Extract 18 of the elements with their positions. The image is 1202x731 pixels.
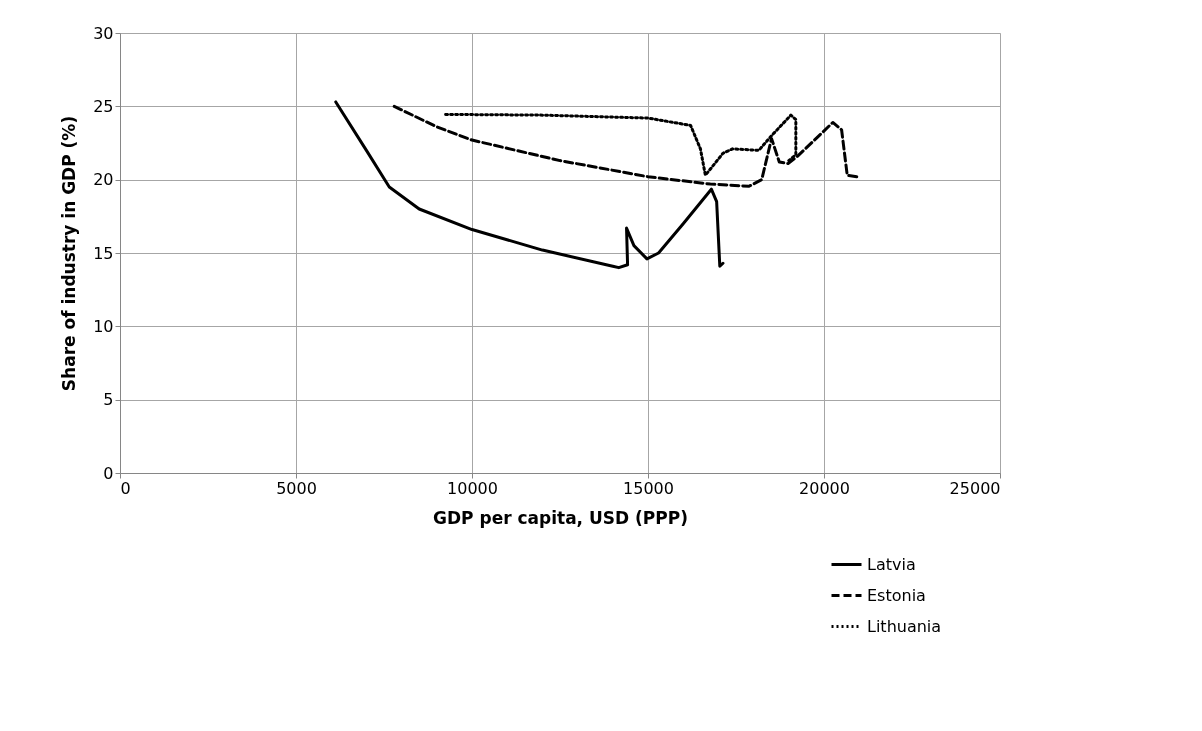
x-tick-label: 15000 (623, 478, 674, 498)
y-axis-title: Share of industry in GDP (%) (59, 115, 80, 392)
y-tick-label: 15 (93, 243, 114, 263)
x-tick-label: 5000 (276, 478, 317, 498)
legend-label: Estonia (867, 585, 926, 605)
x-axis-title: GDP per capita, USD (PPP) (433, 507, 688, 528)
y-tick-label: 20 (93, 170, 114, 190)
y-tick-label: 5 (103, 390, 114, 410)
legend-label: Lithuania (867, 616, 942, 636)
x-tick-label: 10000 (447, 478, 498, 498)
x-tick-label: 20000 (799, 478, 850, 498)
x-tick-label: 0 (120, 478, 131, 498)
x-tick-label: 25000 (949, 478, 1001, 498)
y-tick-label: 30 (93, 23, 114, 43)
y-tick-label: 0 (103, 463, 114, 483)
legend-label: Latvia (867, 554, 916, 574)
y-tick-label: 25 (93, 96, 114, 116)
y-tick-label: 10 (93, 316, 114, 336)
